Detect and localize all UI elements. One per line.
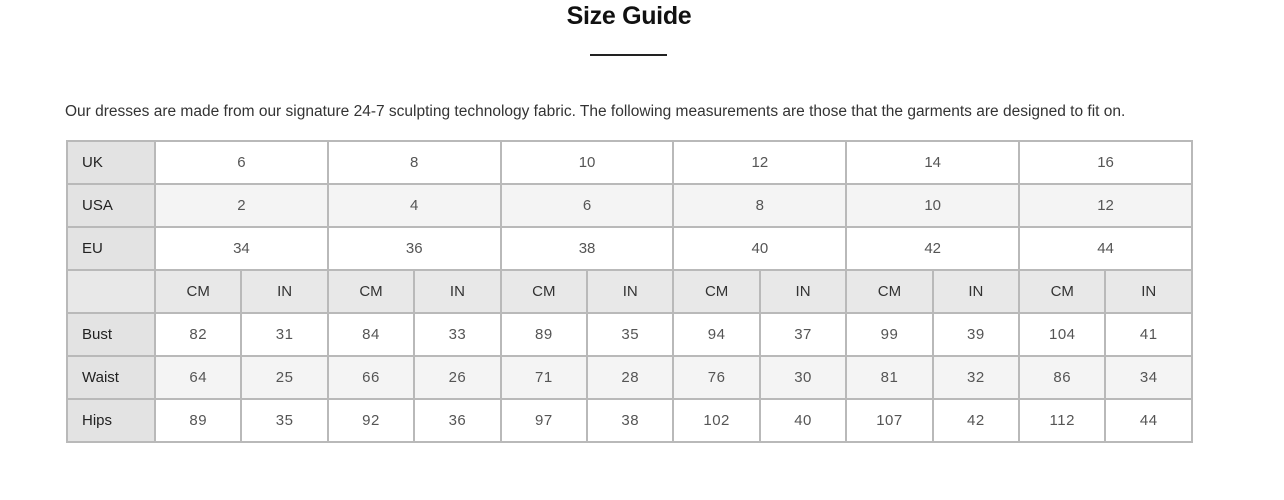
unit-in: IN bbox=[413, 269, 502, 314]
size-cell: 36 bbox=[326, 226, 502, 271]
unit-in: IN bbox=[1104, 269, 1193, 314]
intro-text: Our dresses are made from our signature … bbox=[65, 103, 1126, 120]
measure-cell: 26 bbox=[413, 355, 502, 400]
size-cell: 4 bbox=[326, 183, 502, 228]
measure-cell: 28 bbox=[586, 355, 675, 400]
measure-cell: 42 bbox=[931, 398, 1021, 443]
measure-cell: 89 bbox=[499, 312, 589, 357]
size-row-usa: USA 2 4 6 8 10 12 bbox=[66, 183, 1193, 228]
measure-cell: 99 bbox=[845, 312, 934, 357]
measure-cell: 66 bbox=[326, 355, 416, 400]
size-cell: 10 bbox=[499, 140, 675, 185]
row-label: Hips bbox=[66, 398, 156, 443]
row-label: USA bbox=[66, 183, 156, 228]
measure-cell: 92 bbox=[326, 398, 416, 443]
size-cell: 16 bbox=[1018, 140, 1193, 185]
measure-row-waist: Waist 64 25 66 26 71 28 76 30 81 32 86 34 bbox=[66, 355, 1193, 400]
measure-cell: 102 bbox=[672, 398, 761, 443]
size-cell: 44 bbox=[1018, 226, 1193, 271]
size-cell: 8 bbox=[672, 183, 848, 228]
measure-cell: 81 bbox=[845, 355, 934, 400]
measure-cell: 82 bbox=[153, 312, 243, 357]
unit-in: IN bbox=[586, 269, 675, 314]
unit-cm: CM bbox=[845, 269, 934, 314]
size-cell: 12 bbox=[1018, 183, 1193, 228]
measure-cell: 36 bbox=[413, 398, 502, 443]
measure-cell: 89 bbox=[153, 398, 243, 443]
measure-cell: 112 bbox=[1018, 398, 1107, 443]
size-cell: 6 bbox=[499, 183, 675, 228]
size-cell: 14 bbox=[845, 140, 1021, 185]
measure-cell: 38 bbox=[586, 398, 675, 443]
size-cell: 42 bbox=[845, 226, 1021, 271]
measure-row-bust: Bust 82 31 84 33 89 35 94 37 99 39 104 41 bbox=[66, 312, 1193, 357]
measure-cell: 35 bbox=[586, 312, 675, 357]
unit-in: IN bbox=[240, 269, 329, 314]
unit-cm: CM bbox=[153, 269, 243, 314]
size-cell: 2 bbox=[154, 183, 329, 228]
measure-cell: 40 bbox=[758, 398, 848, 443]
unit-in: IN bbox=[931, 269, 1021, 314]
measure-cell: 71 bbox=[499, 355, 589, 400]
measure-cell: 34 bbox=[1104, 355, 1193, 400]
measure-cell: 84 bbox=[326, 312, 416, 357]
row-label: Waist bbox=[66, 355, 156, 400]
size-guide-table: UK 6 8 10 12 14 16 USA 2 4 6 8 10 12 EU 34 36 38 40 42 44 CM I… bbox=[66, 140, 1193, 443]
measure-cell: 76 bbox=[672, 355, 761, 400]
page-title: Size Guide bbox=[566, 2, 692, 30]
measure-cell: 107 bbox=[845, 398, 934, 443]
measure-cell: 86 bbox=[1018, 355, 1107, 400]
row-label bbox=[66, 269, 156, 314]
measure-cell: 37 bbox=[758, 312, 848, 357]
unit-cm: CM bbox=[672, 269, 761, 314]
size-cell: 40 bbox=[672, 226, 848, 271]
row-label: EU bbox=[66, 226, 156, 271]
measure-cell: 31 bbox=[240, 312, 329, 357]
size-cell: 38 bbox=[499, 226, 675, 271]
title-underline bbox=[590, 54, 667, 56]
unit-cm: CM bbox=[1018, 269, 1107, 314]
measure-cell: 44 bbox=[1104, 398, 1193, 443]
measure-cell: 97 bbox=[499, 398, 589, 443]
size-row-eu: EU 34 36 38 40 42 44 bbox=[66, 226, 1193, 271]
measure-row-hips: Hips 89 35 92 36 97 38 102 40 107 42 112 44 bbox=[66, 398, 1193, 443]
unit-cm: CM bbox=[499, 269, 589, 314]
measure-cell: 64 bbox=[153, 355, 243, 400]
unit-in: IN bbox=[758, 269, 848, 314]
measure-cell: 33 bbox=[413, 312, 502, 357]
measure-cell: 35 bbox=[240, 398, 329, 443]
unit-cm: CM bbox=[326, 269, 416, 314]
measure-cell: 41 bbox=[1104, 312, 1193, 357]
measure-cell: 25 bbox=[240, 355, 329, 400]
row-label: UK bbox=[66, 140, 156, 185]
measure-cell: 104 bbox=[1018, 312, 1107, 357]
measure-cell: 39 bbox=[931, 312, 1021, 357]
units-row: CM IN CM IN CM IN CM IN CM IN CM IN bbox=[66, 269, 1193, 314]
measure-cell: 94 bbox=[672, 312, 761, 357]
size-cell: 8 bbox=[326, 140, 502, 185]
row-label: Bust bbox=[66, 312, 156, 357]
size-cell: 10 bbox=[845, 183, 1021, 228]
measure-cell: 32 bbox=[931, 355, 1021, 400]
size-cell: 12 bbox=[672, 140, 848, 185]
measure-cell: 30 bbox=[758, 355, 848, 400]
size-cell: 34 bbox=[154, 226, 329, 271]
size-row-uk: UK 6 8 10 12 14 16 bbox=[66, 140, 1193, 185]
size-cell: 6 bbox=[154, 140, 329, 185]
